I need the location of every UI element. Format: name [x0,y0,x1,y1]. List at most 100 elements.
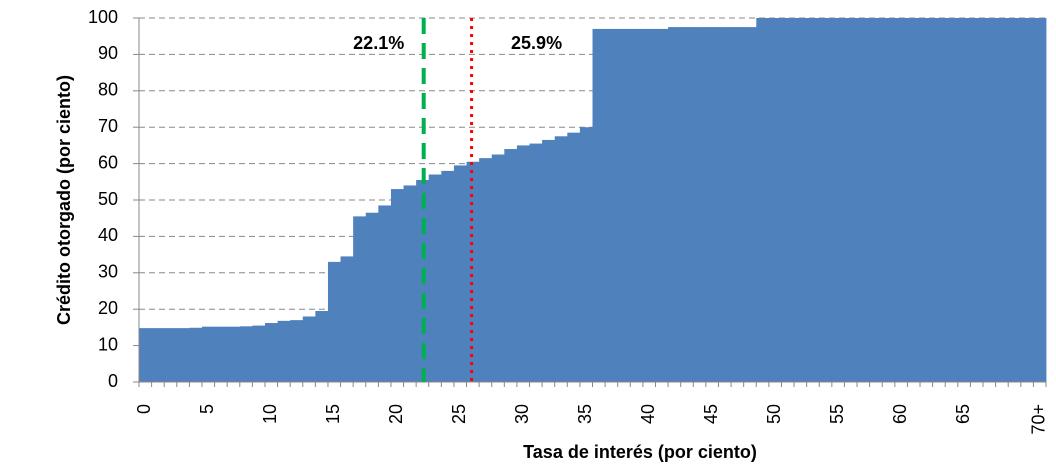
bar [302,316,316,382]
bar [164,328,178,382]
y-tick-label: 50 [98,189,118,209]
bar [579,127,593,382]
bar [630,28,644,382]
bar [290,320,304,382]
bar [1008,18,1022,382]
bar [781,18,795,382]
x-tick-label: 0 [134,404,154,414]
bar [995,18,1009,382]
bar [743,27,757,382]
bar [794,18,808,382]
bar [894,18,908,382]
bar [642,28,656,382]
bar [403,185,417,382]
bar [844,18,858,382]
bar [504,149,518,382]
bar [239,326,253,382]
bar [1033,18,1047,382]
bar [176,328,190,382]
bar [277,320,291,382]
bar [390,189,404,382]
x-tick-label: 35 [575,404,595,424]
bar [693,27,707,382]
bar [353,216,367,382]
bar [365,212,379,382]
bar [441,170,455,382]
bar [315,311,329,382]
y-tick-label: 20 [98,298,118,318]
bar [189,327,203,382]
bar [252,325,266,382]
bar [768,18,782,382]
x-tick-label: 60 [890,404,910,424]
x-tick-label: 30 [512,404,532,424]
bar [655,28,669,382]
x-tick-label: 5 [197,404,217,414]
bar [983,18,997,382]
bar [453,165,467,382]
bar [705,27,719,382]
bar [756,18,770,382]
y-tick-label: 80 [98,80,118,100]
x-tick-label: 70+ [1028,404,1048,435]
x-tick-label: 20 [386,404,406,424]
y-tick-label: 0 [108,371,118,391]
bar [428,174,442,382]
y-tick-label: 10 [98,334,118,354]
bar [731,27,745,382]
bar [479,158,493,382]
x-tick-label: 15 [323,404,343,424]
bar [806,18,820,382]
bar [201,326,215,382]
y-tick-label: 70 [98,116,118,136]
bar [957,18,971,382]
x-tick-label: 45 [701,404,721,424]
bar [327,261,341,382]
y-tick-label: 90 [98,43,118,63]
bar [516,145,530,382]
bar [831,18,845,382]
bar [529,143,543,382]
bar [491,154,505,382]
y-tick-label: 40 [98,225,118,245]
bar [567,132,581,382]
bar [882,18,896,382]
bar [819,18,833,382]
x-tick-label: 55 [827,404,847,424]
x-axis-title: Tasa de interés (por ciento) [523,442,757,462]
x-tick-label: 65 [953,404,973,424]
bar [907,18,921,382]
x-tick-label: 50 [764,404,784,424]
bar [857,18,871,382]
bar [617,28,631,382]
bar [542,139,556,382]
bar [227,326,241,382]
bar [340,256,354,382]
reference-label: 22.1% [353,33,404,53]
x-tick-label: 10 [260,404,280,424]
bar [378,205,392,382]
bar [139,328,152,382]
reference-label: 25.9% [511,33,562,53]
bar [680,27,694,382]
y-axis-title: Crédito otorgado (por ciento) [54,75,74,325]
bar [668,27,682,382]
x-tick-label: 40 [638,404,658,424]
bar [592,28,606,382]
y-tick-label: 60 [98,152,118,172]
y-tick-label: 100 [88,7,118,27]
bar [554,136,568,382]
bar [945,18,959,382]
bar [214,326,228,382]
bar [151,328,165,382]
x-tick-label: 25 [449,404,469,424]
bar [605,28,619,382]
bar [869,18,883,382]
bar [466,161,480,382]
bar [970,18,984,382]
y-tick-label: 30 [98,262,118,282]
bar [1020,18,1034,382]
bar [718,27,732,382]
bar [264,323,278,382]
